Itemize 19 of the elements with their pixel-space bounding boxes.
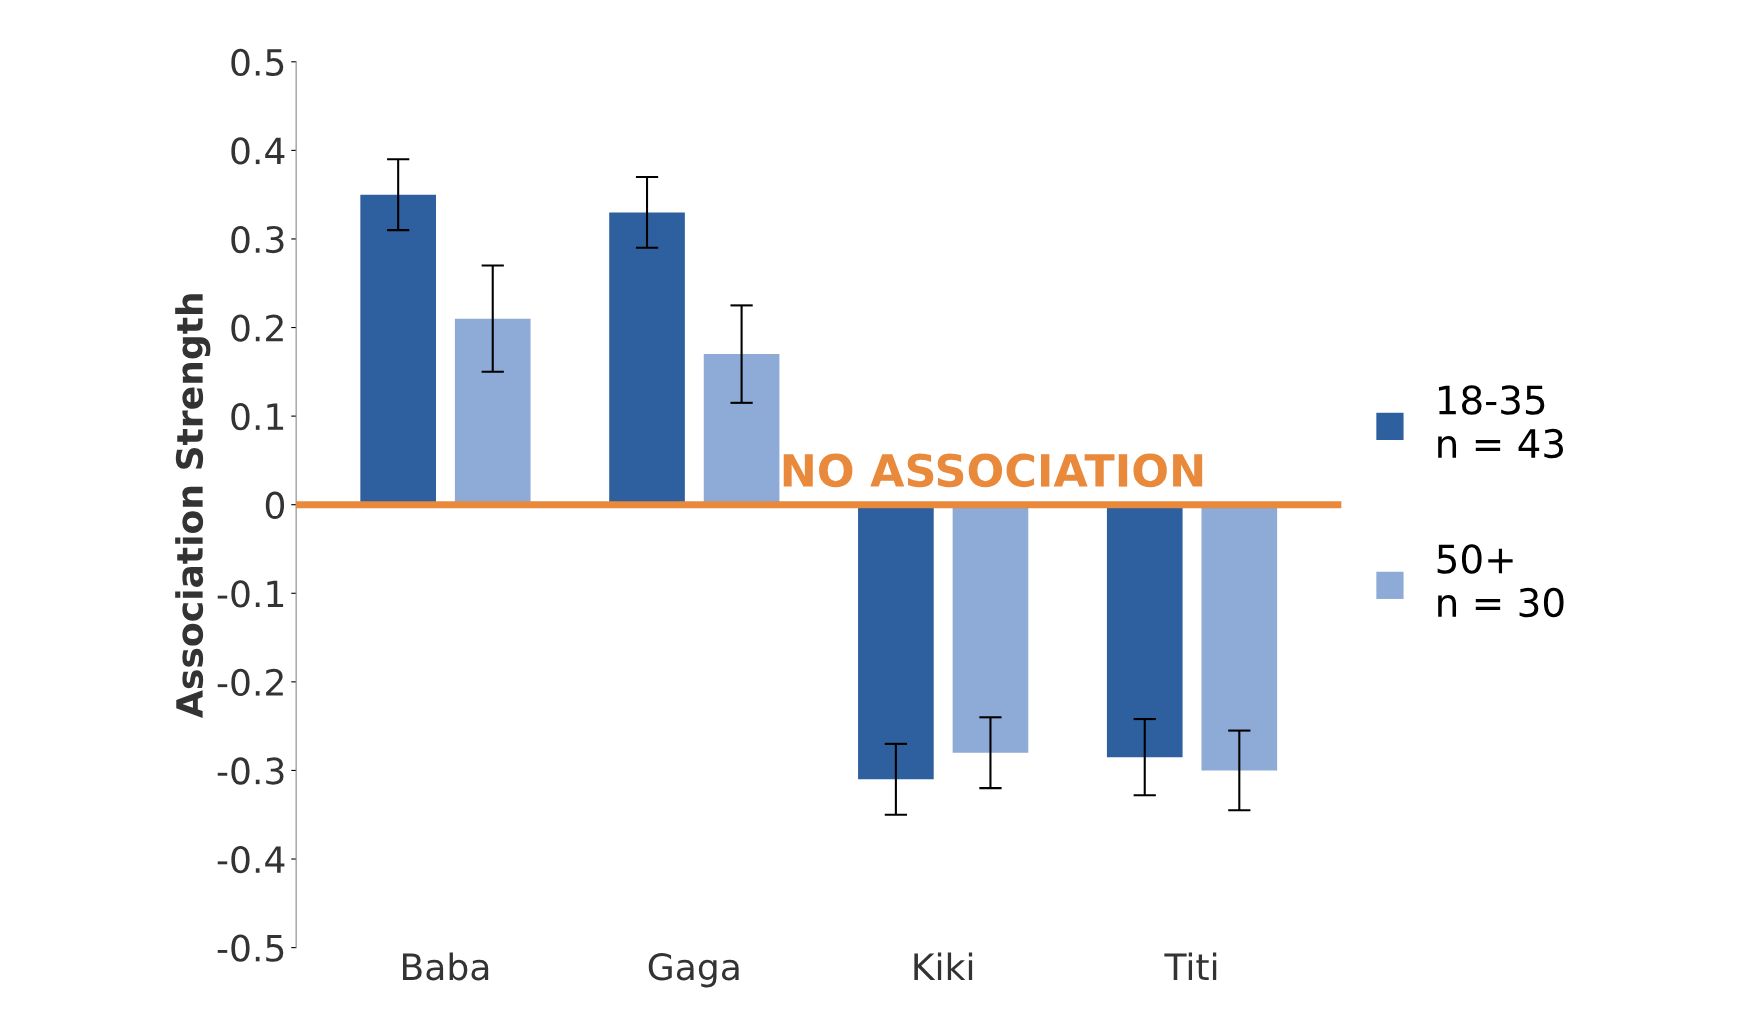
legend-label: 18-35 n = 43 xyxy=(1438,385,1563,459)
y-tick-label: 0 xyxy=(265,491,285,519)
legend-label: 50+ n = 30 xyxy=(1437,544,1564,618)
x-tick-label: Baba xyxy=(403,952,489,981)
x-tick-label: Kiki xyxy=(914,952,973,980)
y-tick-label: 0.2 xyxy=(231,314,283,342)
y-tick-label: 0.5 xyxy=(231,48,284,77)
y-tick-label: -0.4 xyxy=(217,845,285,874)
y-tick-label: 0.4 xyxy=(231,137,285,165)
y-tick-label: -0.1 xyxy=(217,580,284,608)
y-tick-label: 0.3 xyxy=(231,225,284,254)
x-tick-label: Titi xyxy=(1164,952,1217,980)
y-axis-title: Association Strength xyxy=(175,294,211,718)
y-tick-label: -0.5 xyxy=(217,934,284,962)
y-tick-label: -0.3 xyxy=(217,757,284,785)
y-tick-label: -0.2 xyxy=(217,668,283,697)
y-tick-label: 0.1 xyxy=(231,403,284,431)
ref-line-label: NO ASSOCIATION xyxy=(783,453,1203,488)
x-tick-label: Gaga xyxy=(648,953,739,988)
